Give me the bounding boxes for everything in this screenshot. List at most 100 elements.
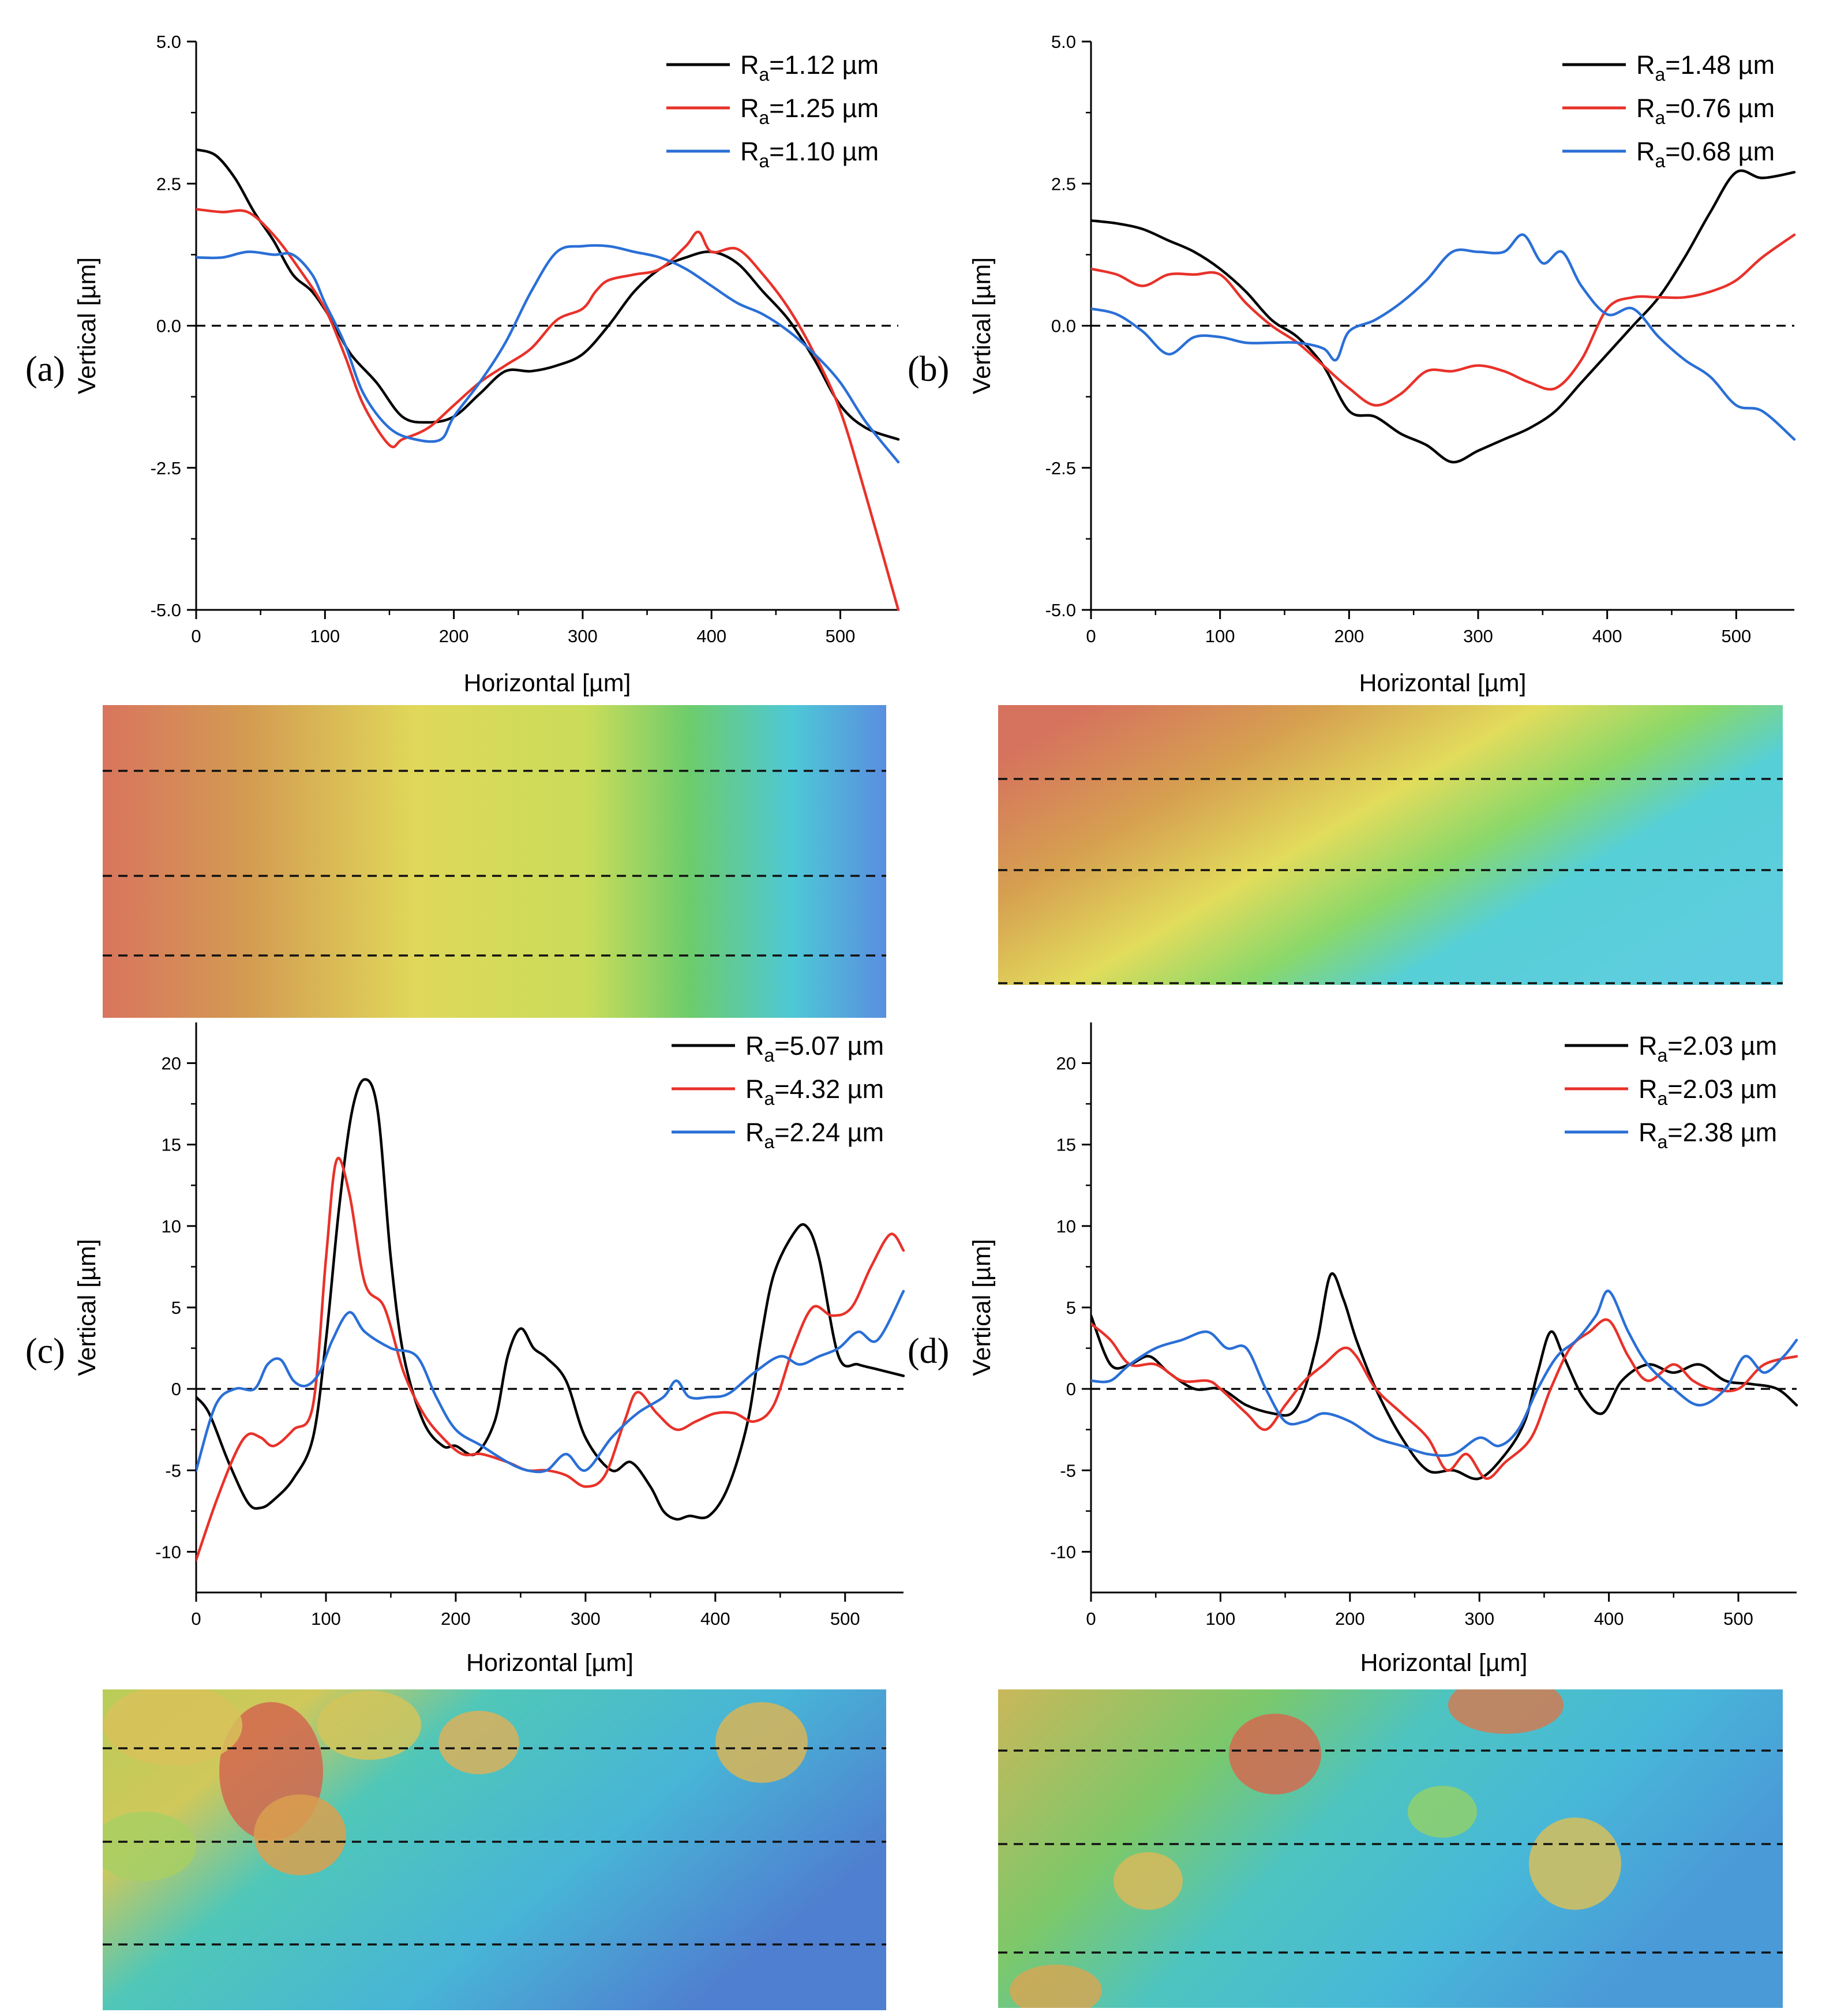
y-tick-label: 5 <box>1066 1298 1076 1318</box>
y-tick-label: -5 <box>1060 1460 1076 1481</box>
x-tick-label: 400 <box>696 626 726 646</box>
legend-label: Ra=2.38 µm <box>1639 1118 1777 1152</box>
x-tick-label: 400 <box>1594 1609 1624 1629</box>
surface-feature <box>317 1691 421 1760</box>
surface-feature <box>438 1711 519 1774</box>
y-tick-label: 10 <box>1056 1216 1076 1236</box>
legend-label: Ra=4.32 µm <box>745 1074 884 1109</box>
y-tick-label: -2.5 <box>151 458 181 478</box>
panel-label: (a) <box>25 350 65 389</box>
chart-c: 0 100 200 300 400 500 -10 -5 0 5 10 15 20 Horizontal … <box>25 1022 905 1677</box>
legend-label: Ra=1.25 µm <box>740 93 879 128</box>
surface-feature <box>104 1689 242 1766</box>
panel-label: (c) <box>25 1332 65 1371</box>
y-tick-label: 15 <box>162 1135 181 1155</box>
series-group <box>196 148 900 611</box>
surface-map-background <box>998 1689 1783 2008</box>
y-tick-label: 2.5 <box>1051 174 1076 194</box>
surface-map-background <box>103 705 886 1018</box>
y-tick-label: -2.5 <box>1045 458 1076 478</box>
surface-feature <box>1114 1852 1183 1910</box>
surface-map-background <box>998 705 1783 985</box>
y-tick-label: -5.0 <box>151 600 181 620</box>
x-axis-title: Horizontal [µm] <box>1360 1649 1527 1677</box>
legend-label: Ra=1.12 µm <box>740 50 879 85</box>
surface-feature <box>1229 1714 1321 1794</box>
y-tick-label: 5 <box>171 1298 181 1318</box>
series-line-3 <box>196 244 900 464</box>
x-tick-label: 100 <box>311 1609 341 1629</box>
legend-label: Ra=5.07 µm <box>745 1031 884 1066</box>
x-tick-label: 300 <box>1464 1609 1494 1629</box>
x-tick-label: 0 <box>191 1609 201 1629</box>
y-tick-label: 5.0 <box>1051 32 1076 52</box>
surface-feature <box>254 1794 346 1875</box>
x-tick-label: 0 <box>1086 626 1096 646</box>
y-tick-label: 10 <box>162 1216 181 1236</box>
x-axis-title: Horizontal [µm] <box>1359 669 1526 697</box>
x-tick-label: 100 <box>1206 1609 1236 1629</box>
y-axis-title: Vertical [µm] <box>73 1239 101 1376</box>
legend-label: Ra=0.68 µm <box>1636 137 1775 171</box>
x-axis-title: Horizontal [µm] <box>466 1649 633 1677</box>
legend: Ra=5.07 µm Ra=4.32 µm Ra=2.24 µm <box>672 1031 884 1152</box>
surface-map-d <box>998 1689 1783 2008</box>
y-tick-label: 0.0 <box>1051 316 1076 336</box>
x-tick-label: 300 <box>571 1609 601 1629</box>
surface-feature <box>103 1812 196 1881</box>
chart-b: 0 100 200 300 400 500 -5.0 -2.5 0.0 2.5 5.0 Horizon… <box>908 32 1796 697</box>
y-axis-title: Vertical [µm] <box>968 257 996 394</box>
legend-label: Ra=2.24 µm <box>745 1118 884 1152</box>
series-line-3 <box>1091 1290 1798 1457</box>
series-line-1 <box>1091 169 1796 464</box>
x-tick-label: 300 <box>568 626 598 646</box>
surface-feature <box>1408 1786 1477 1838</box>
x-axis-title: Horizontal [µm] <box>463 669 631 697</box>
surface-feature <box>1529 1818 1621 1910</box>
x-tick-label: 500 <box>830 1609 860 1629</box>
y-tick-label: -10 <box>1050 1542 1076 1562</box>
x-tick-label: 100 <box>310 626 340 646</box>
chart-a: 0 100 200 300 400 500 -5.0 -2.5 0.0 2.5 5.0 Horizon… <box>25 32 900 697</box>
legend: Ra=1.48 µm Ra=0.76 µm Ra=0.68 µm <box>1562 50 1775 171</box>
legend-label: Ra=1.10 µm <box>740 137 879 171</box>
x-tick-label: 100 <box>1205 626 1235 646</box>
y-tick-label: 2.5 <box>156 174 181 194</box>
y-tick-label: 20 <box>1056 1054 1076 1074</box>
series-group <box>1091 169 1796 464</box>
y-tick-label: 15 <box>1056 1135 1076 1155</box>
y-tick-label: -5 <box>165 1460 181 1481</box>
series-group <box>1091 1272 1798 1481</box>
series-line-2 <box>1091 233 1796 407</box>
x-tick-label: 200 <box>1335 1609 1365 1629</box>
series-group <box>196 1078 905 1561</box>
series-line-2 <box>1091 1318 1798 1480</box>
legend-label: Ra=0.76 µm <box>1636 93 1775 128</box>
surface-map-a <box>103 705 886 1018</box>
x-tick-label: 0 <box>191 626 201 646</box>
x-tick-label: 200 <box>439 626 469 646</box>
series-line-2 <box>196 208 900 611</box>
series-line-3 <box>196 1290 905 1474</box>
x-tick-label: 200 <box>1334 626 1364 646</box>
panel-label: (b) <box>908 350 949 389</box>
y-tick-label: 0 <box>1066 1379 1076 1399</box>
chart-d: 0 100 200 300 400 500 -10 -5 0 5 10 15 20 Horizontal … <box>908 1022 1798 1677</box>
x-tick-label: 0 <box>1086 1609 1096 1629</box>
legend: Ra=2.03 µm Ra=2.03 µm Ra=2.38 µm <box>1565 1031 1777 1152</box>
x-tick-label: 500 <box>1723 1609 1753 1629</box>
x-tick-label: 200 <box>441 1609 471 1629</box>
legend-label: Ra=1.48 µm <box>1636 50 1775 85</box>
series-line-2 <box>196 1156 905 1561</box>
x-tick-label: 500 <box>826 626 856 646</box>
surface-map-c <box>103 1689 886 2010</box>
legend: Ra=1.12 µm Ra=1.25 µm Ra=1.10 µm <box>666 50 879 171</box>
y-tick-label: 20 <box>162 1054 181 1074</box>
y-axis-title: Vertical [µm] <box>73 257 101 394</box>
x-tick-label: 300 <box>1463 626 1493 646</box>
legend-label: Ra=2.03 µm <box>1639 1074 1777 1109</box>
series-line-3 <box>1091 233 1796 441</box>
surface-feature <box>1448 1689 1564 1734</box>
series-line-1 <box>196 1078 905 1521</box>
